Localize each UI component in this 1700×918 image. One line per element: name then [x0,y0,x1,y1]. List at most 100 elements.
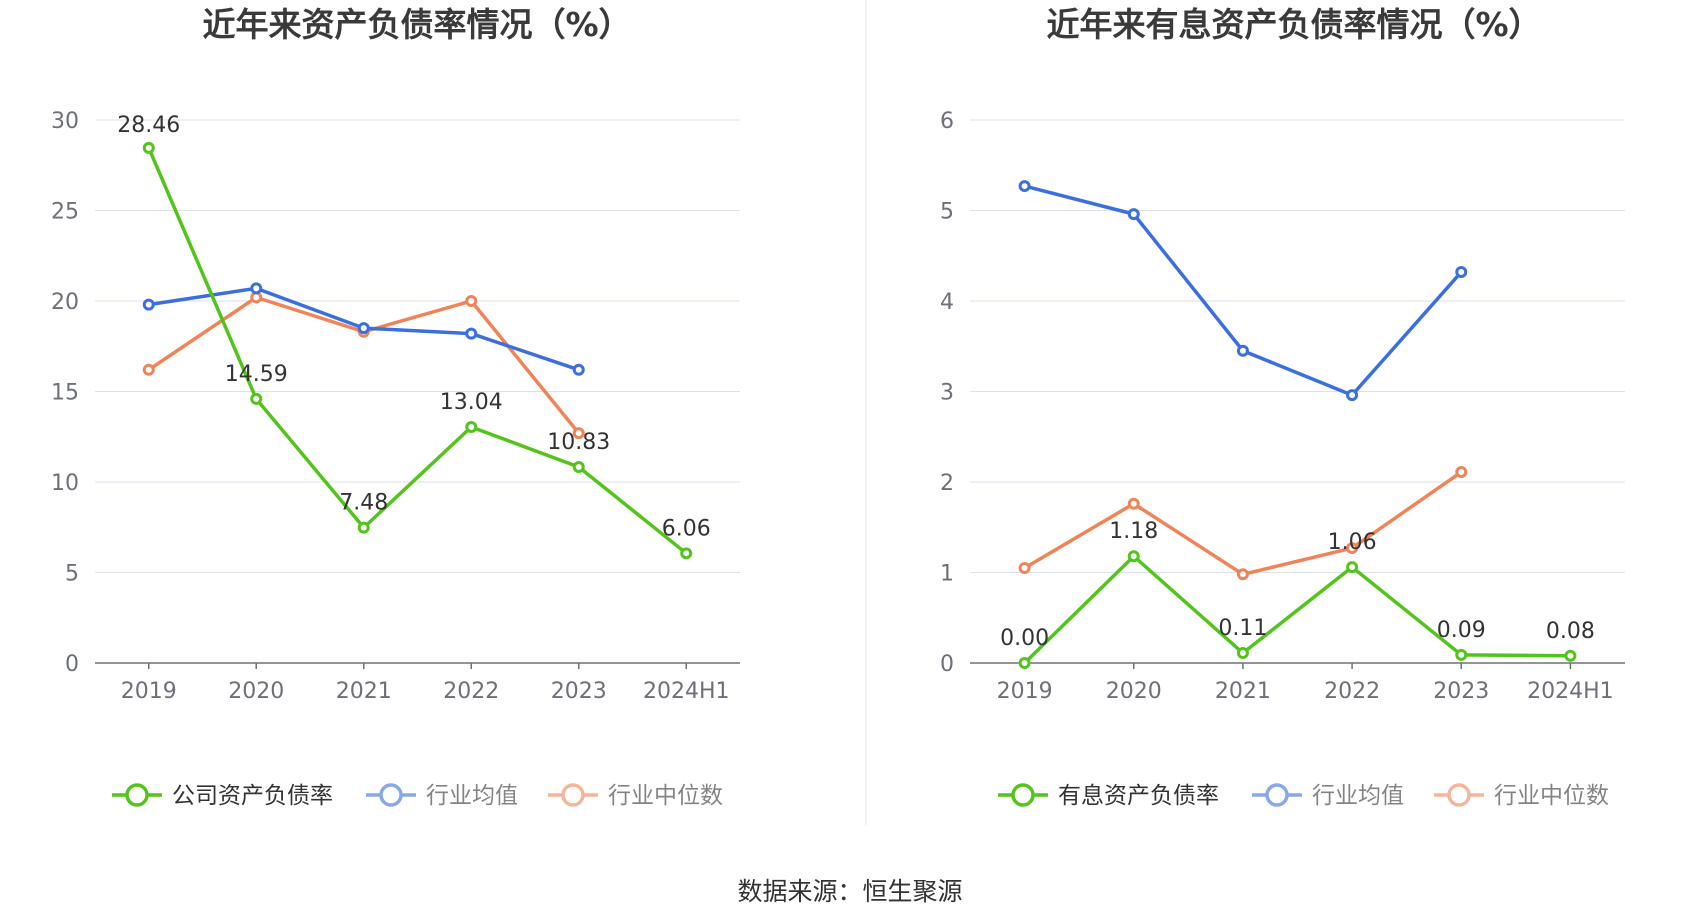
legend: 有息资产负债率 行业均值 行业中位数 [998,783,1609,809]
legend-label: 行业中位数 [1494,783,1609,809]
legend-item-2: 行业均值 [366,783,518,809]
x-tick-label: 2024H1 [1527,679,1614,704]
legend-item-1: 公司资产负债率 [112,783,333,809]
data-point [1564,649,1577,662]
legend-label: 行业均值 [426,783,518,809]
series-3 [1018,466,1468,581]
data-point [142,298,155,311]
legend-swatch-marker [561,783,585,807]
y-tick-label: 4 [940,290,954,315]
y-tick-label: 5 [940,200,954,225]
y-tick-label: 25 [51,200,79,225]
y-tick-label: 20 [51,290,79,315]
legend-label: 行业中位数 [608,783,723,809]
data-label: 1.18 [1109,519,1158,544]
y-tick-label: 5 [65,562,79,587]
series-3 [142,291,585,440]
series-line [147,147,688,555]
legend-label: 公司资产负债率 [172,783,333,809]
chart-panel-1: 近年来资产负债率情况（%） 0 5 10 15 20 25 30 2019 2020 2021 202… [51,5,740,809]
data-label: 14.59 [225,362,288,387]
data-point [1455,266,1468,279]
x-tick-label: 2022 [1324,679,1380,704]
data-point [1455,648,1468,661]
series-line [1023,470,1463,577]
y-tick-label: 0 [65,652,79,677]
data-point [1018,561,1031,574]
y-tick-label: 0 [940,652,954,677]
data-point [1127,550,1140,563]
data-point [250,282,263,295]
data-point [572,460,585,473]
x-tick-label: 2020 [228,679,284,704]
chart-panel-2: 近年来有息资产负债率情况（%） 0 1 2 3 4 5 6 2019 2020 2021 2022 20… [940,5,1625,809]
data-point [1236,647,1249,660]
series-1: 28.46 14.59 7.48 13.04 10.83 6.06 [117,113,711,560]
data-point [1455,466,1468,479]
legend-swatch-marker [379,783,403,807]
data-point [1236,344,1249,357]
x-tick-label: 2019 [997,679,1053,704]
x-tick-label: 2023 [1433,679,1489,704]
legend-label: 行业均值 [1312,783,1404,809]
x-tick-label: 2024H1 [643,679,730,704]
chart-title: 近年来资产负债率情况（%） [202,5,631,44]
data-point [465,295,478,307]
x-tick-label: 2021 [336,679,392,704]
legend-swatch-marker [1265,783,1289,807]
data-label: 0.11 [1218,616,1267,641]
data-point [357,322,370,335]
data-point [1127,208,1140,221]
x-tick-label: 2019 [121,679,177,704]
data-point [1127,497,1140,510]
legend-swatch-marker [1011,783,1035,807]
data-label: 28.46 [117,113,180,138]
data-label: 0.09 [1437,618,1486,643]
data-point [1346,561,1359,574]
data-point [1346,542,1359,555]
data-point [142,363,155,376]
series-line [1024,184,1463,397]
series-1: 0.00 1.18 0.11 1.06 0.09 0.08 [1000,519,1595,669]
legend-label: 有息资产负债率 [1058,783,1219,809]
data-point [1018,180,1031,193]
chart-title: 近年来有息资产负债率情况（%） [1046,5,1541,44]
y-tick-label: 1 [940,562,954,587]
x-tick-label: 2023 [551,679,607,704]
legend-item-1: 有息资产负债率 [998,783,1219,809]
y-tick-label: 15 [51,381,79,406]
y-tick-label: 2 [940,471,954,496]
data-point [357,521,370,534]
series-line [147,295,581,435]
data-label: 1.06 [1328,530,1377,555]
data-label: 7.48 [339,491,388,516]
data-point [1346,389,1359,402]
data-point [572,427,585,440]
series-2 [142,282,585,376]
y-tick-label: 10 [51,471,79,496]
data-point [1236,568,1249,581]
data-point [465,420,478,433]
data-label: 10.83 [547,430,610,455]
series-line [1023,554,1571,665]
data-label: 0.08 [1546,619,1595,644]
data-point [465,327,478,340]
legend-item-3: 行业中位数 [1434,783,1609,809]
data-point [1018,657,1031,669]
x-tick-label: 2020 [1106,679,1162,704]
legend-item-2: 行业均值 [1252,783,1404,809]
y-tick-label: 3 [940,381,954,406]
data-label: 6.06 [662,516,711,541]
x-tick-label: 2022 [443,679,499,704]
data-point [142,141,155,154]
x-tick-label: 2021 [1215,679,1271,704]
y-tick-label: 6 [940,109,954,134]
series-2 [1018,180,1468,402]
legend-item-3: 行业中位数 [548,783,723,809]
data-label: 0.00 [1000,626,1049,651]
data-source-label: 数据来源：恒生聚源 [737,877,962,906]
legend: 公司资产负债率 行业均值 行业中位数 [112,783,723,809]
data-point [250,392,263,405]
legend-swatch-marker [1447,783,1471,807]
